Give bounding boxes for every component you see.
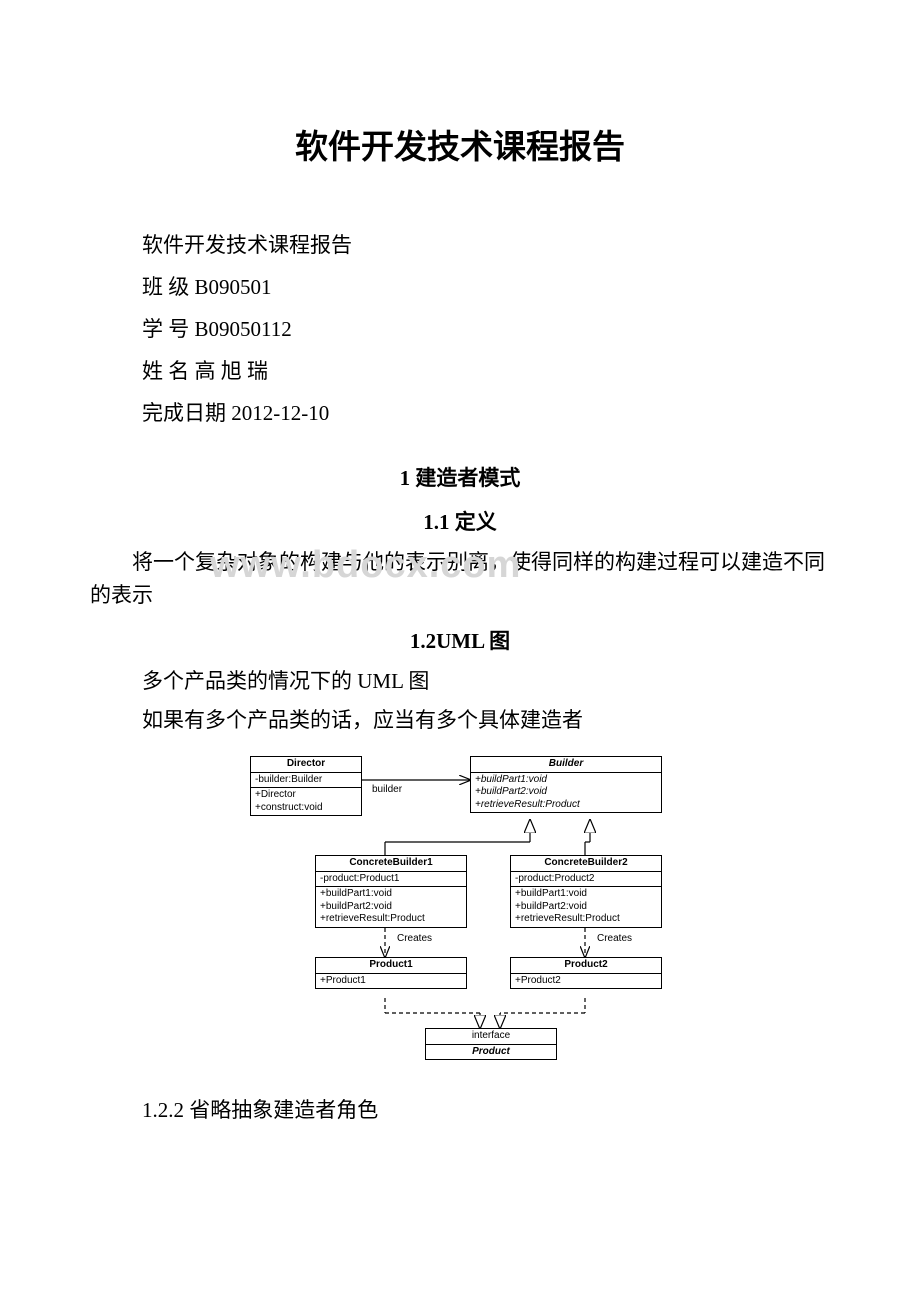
- uml-cb2-op1: +buildPart1:void: [515, 888, 657, 901]
- meta-student-id: 学 号 B09050112: [142, 308, 830, 350]
- uml-creates-label-1: Creates: [395, 933, 434, 944]
- uml-intro-line2: 如果有多个产品类的话，应当有多个具体建造者: [142, 704, 830, 737]
- uml-assoc-label-builder: builder: [370, 784, 404, 795]
- main-title: 软件开发技术课程报告: [90, 120, 830, 168]
- definition-paragraph: 将一个复杂对象的构建与他的表示别离，使得同样的构建过程可以建造不同的表示: [90, 546, 830, 611]
- uml-builder-op1: +buildPart1:void: [475, 774, 657, 787]
- uml-cb2-op2: +buildPart2:void: [515, 901, 657, 914]
- uml-builder-ops: +buildPart1:void +buildPart2:void +retri…: [471, 773, 661, 813]
- meta-date: 完成日期 2012-12-10: [142, 392, 830, 434]
- uml-director-op1: +Director: [255, 789, 357, 802]
- heading-1-1: 1.1 定义: [90, 506, 830, 536]
- uml-director-attrs: -builder:Builder: [251, 773, 361, 789]
- uml-class-director: Director -builder:Builder +Director +con…: [250, 756, 362, 816]
- uml-class-product1: Product1 +Product1: [315, 957, 467, 989]
- meta-report-title: 软件开发技术课程报告: [142, 224, 830, 266]
- uml-interface-product: interface Product: [425, 1028, 557, 1060]
- uml-cb2-ops: +buildPart1:void +buildPart2:void +retri…: [511, 887, 661, 927]
- uml-cb1-attrs: -product:Product1: [316, 872, 466, 888]
- uml-class-concretebuilder2: ConcreteBuilder2 -product:Product2 +buil…: [510, 855, 662, 928]
- uml-director-title: Director: [251, 757, 361, 773]
- uml-class-product2: Product2 +Product2: [510, 957, 662, 989]
- meta-class: 班 级 B090501: [142, 266, 830, 308]
- uml-intro-line1: 多个产品类的情况下的 UML 图: [142, 665, 830, 698]
- uml-cb1-op2: +buildPart2:void: [320, 901, 462, 914]
- uml-p1-op: +Product1: [316, 974, 466, 989]
- heading-1: 1 建造者模式: [90, 462, 830, 492]
- uml-builder-op2: +buildPart2:void: [475, 786, 657, 799]
- uml-director-op2: +construct:void: [255, 802, 357, 815]
- uml-cb2-op3: +retrieveResult:Product: [515, 913, 657, 926]
- uml-creates-label-2: Creates: [595, 933, 634, 944]
- uml-cb1-title: ConcreteBuilder1: [316, 856, 466, 872]
- uml-builder-op3: +retrieveResult:Product: [475, 799, 657, 812]
- uml-class-builder: Builder +buildPart1:void +buildPart2:voi…: [470, 756, 662, 813]
- uml-product-title: Product: [426, 1045, 556, 1060]
- heading-1-2-2: 1.2.2 省略抽象建造者角色: [142, 1094, 830, 1124]
- uml-cb1-ops: +buildPart1:void +buildPart2:void +retri…: [316, 887, 466, 927]
- uml-cb2-attrs: -product:Product2: [511, 872, 661, 888]
- uml-cb2-title: ConcreteBuilder2: [511, 856, 661, 872]
- meta-block: 软件开发技术课程报告 班 级 B090501 学 号 B09050112 姓 名…: [90, 224, 830, 434]
- uml-diagram: Director -builder:Builder +Director +con…: [230, 750, 690, 1070]
- uml-builder-title: Builder: [471, 757, 661, 773]
- uml-product-stereo: interface: [426, 1029, 556, 1045]
- uml-cb1-op3: +retrieveResult:Product: [320, 913, 462, 926]
- uml-p2-op: +Product2: [511, 974, 661, 989]
- meta-name: 姓 名 高 旭 瑞: [142, 350, 830, 392]
- paragraph-wrap: 将一个复杂对象的构建与他的表示别离，使得同样的构建过程可以建造不同的表示 www…: [90, 546, 830, 611]
- uml-director-ops: +Director +construct:void: [251, 788, 361, 815]
- document-page: 软件开发技术课程报告 软件开发技术课程报告 班 级 B090501 学 号 B0…: [0, 0, 920, 1184]
- heading-1-2: 1.2UML 图: [90, 625, 830, 655]
- uml-p2-title: Product2: [511, 958, 661, 974]
- uml-p1-title: Product1: [316, 958, 466, 974]
- uml-class-concretebuilder1: ConcreteBuilder1 -product:Product1 +buil…: [315, 855, 467, 928]
- uml-cb1-op1: +buildPart1:void: [320, 888, 462, 901]
